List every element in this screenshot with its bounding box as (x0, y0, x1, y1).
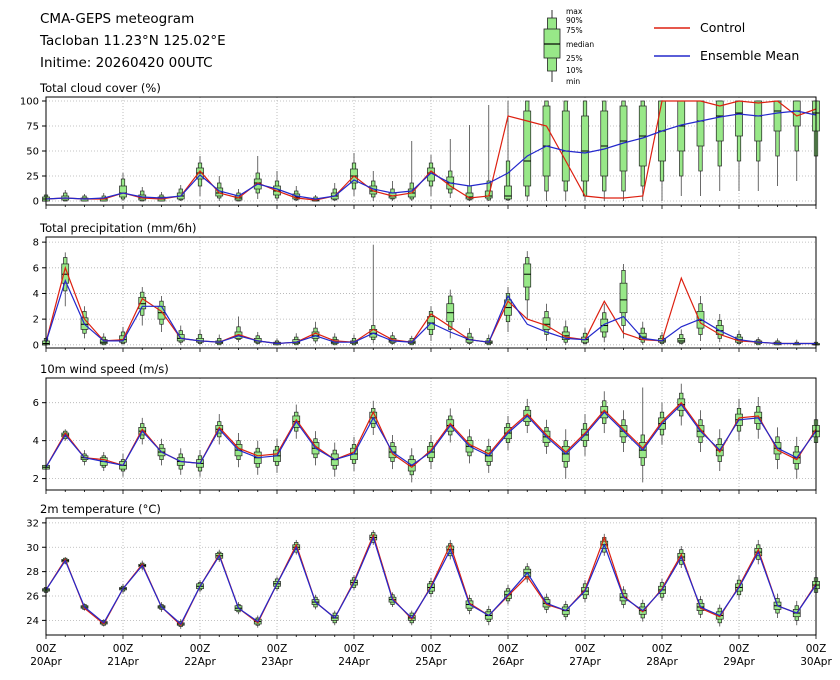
panel-wind: 2 4 6 10m wind speed (m/s) (33, 362, 820, 494)
x-tick-hour-label: 00Z (267, 643, 288, 655)
boxplot-legend: max 90% 75% median 25% 10% min (538, 6, 648, 92)
box-25-75 (523, 110, 532, 187)
y-tick-label: 2 (33, 315, 39, 326)
y-tick-label: 32 (26, 518, 39, 529)
y-tick-label: 4 (33, 289, 39, 300)
box-25-75 (61, 263, 70, 284)
init-time-label: Initime: 20260420 00UTC (40, 55, 213, 71)
y-tick-label: 0 (33, 340, 39, 351)
ensemble-mean-swatch (654, 54, 690, 57)
ensemble-mean-line (45, 535, 817, 625)
y-tick-label: 6 (33, 398, 39, 409)
box-25-75 (715, 100, 724, 142)
box-25-75 (735, 100, 743, 137)
box-25-75 (523, 263, 532, 288)
legend-entry-ensemble-mean: Ensemble Mean (652, 48, 799, 63)
x-tick-day-label: 20Apr (30, 656, 62, 668)
legend-min-label: min (566, 77, 580, 86)
box-25-75 (542, 317, 551, 330)
box-25-75 (619, 282, 628, 314)
legend-max-label: max (566, 7, 583, 16)
panel-title: 2m temperature (°C) (40, 502, 161, 516)
x-tick-day-label: 30Apr (800, 656, 832, 668)
box-10-90 (505, 160, 511, 201)
box-25-75 (581, 115, 589, 182)
x-tick-hour-label: 00Z (729, 643, 750, 655)
x-axis-labels: 00Z20Apr00Z21Apr00Z22Apr00Z23Apr00Z24Apr… (30, 643, 832, 668)
legend-75-label: 75% (566, 26, 583, 35)
y-tick-label: 4 (33, 436, 39, 447)
legend-entry-control: Control (652, 20, 799, 35)
x-tick-day-label: 22Apr (184, 656, 216, 668)
control-swatch (654, 26, 690, 29)
x-tick-day-label: 23Apr (261, 656, 293, 668)
x-tick-day-label: 24Apr (338, 656, 370, 668)
y-tick-label: 24 (26, 616, 39, 627)
x-tick-day-label: 21Apr (107, 656, 139, 668)
box-25-75 (561, 110, 570, 182)
station-label: Tacloban 11.23°N 125.02°E (40, 33, 226, 49)
legend-90-label: 90% (566, 16, 583, 25)
box-25-75 (119, 185, 127, 198)
x-tick-hour-label: 00Z (113, 643, 134, 655)
panel-title: Total precipitation (mm/6h) (39, 221, 196, 235)
y-tick-label: 75 (26, 122, 39, 133)
ensemble-mean-line (45, 403, 817, 468)
box-25-75 (542, 105, 551, 177)
y-tick-label: 6 (33, 263, 39, 274)
box-25-75 (773, 100, 782, 132)
x-tick-day-label: 25Apr (415, 656, 447, 668)
box-25-75 (677, 338, 686, 343)
legend-10-label: 10% (566, 66, 583, 75)
legend-25-label: 25% (566, 54, 583, 63)
legend-median-label: median (566, 40, 594, 49)
x-tick-hour-label: 00Z (421, 643, 442, 655)
x-tick-day-label: 27Apr (569, 656, 601, 668)
ensemble-mean-legend-label: Ensemble Mean (700, 48, 800, 63)
box-25-75 (600, 110, 609, 177)
x-tick-hour-label: 00Z (190, 643, 211, 655)
series-legend: Control Ensemble Mean (652, 20, 799, 76)
x-tick-hour-label: 00Z (806, 643, 827, 655)
x-tick-hour-label: 00Z (36, 643, 57, 655)
y-tick-label: 2 (33, 474, 39, 485)
y-tick-label: 30 (26, 543, 39, 554)
box-25-75 (619, 105, 628, 172)
y-tick-label: 50 (26, 147, 39, 158)
box-25-75 (696, 100, 705, 147)
x-tick-day-label: 26Apr (492, 656, 524, 668)
panel-title: 10m wind speed (m/s) (40, 362, 169, 376)
box-25-75 (99, 339, 108, 344)
chart-title: CMA-GEPS meteogram (40, 11, 195, 27)
y-tick-label: 25 (26, 172, 39, 183)
x-tick-hour-label: 00Z (652, 643, 673, 655)
header: CMA-GEPS meteogram Tacloban 11.23°N 125.… (40, 8, 226, 74)
y-tick-label: 100 (20, 97, 39, 108)
y-tick-label: 0 (33, 197, 39, 208)
x-tick-hour-label: 00Z (344, 643, 365, 655)
y-tick-label: 26 (26, 592, 39, 603)
control-line (45, 265, 816, 345)
x-tick-day-label: 28Apr (646, 656, 678, 668)
control-legend-label: Control (700, 20, 746, 35)
x-tick-day-label: 29Apr (723, 656, 755, 668)
boxplot-legend-glyph: max 90% 75% median 25% 10% min (543, 7, 594, 86)
x-tick-hour-label: 00Z (575, 643, 596, 655)
box-25-75 (504, 185, 512, 200)
box-25-75 (754, 100, 763, 142)
y-tick-label: 28 (26, 567, 39, 578)
ensemble-mean-line (45, 110, 817, 200)
panel-title: Total cloud cover (%) (39, 81, 161, 95)
y-tick-label: 8 (33, 238, 39, 249)
x-tick-hour-label: 00Z (498, 643, 519, 655)
box-25-75 (138, 296, 147, 310)
ensemble-mean-line (45, 278, 816, 345)
